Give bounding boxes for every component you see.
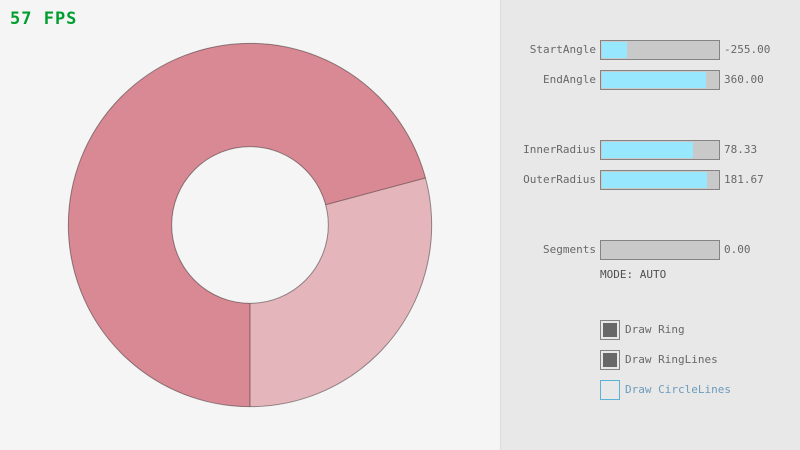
checkbox-row-draw-circle-lines: Draw CircleLines xyxy=(0,380,800,400)
slider-fill-inner-radius xyxy=(602,142,693,158)
slider-value-inner-radius: 78.33 xyxy=(724,143,758,156)
checkbox-draw-ring-lines[interactable] xyxy=(600,350,620,370)
ring-sector-single xyxy=(250,177,432,407)
slider-fill-end-angle xyxy=(602,72,707,88)
checkbox-label-draw-ring-lines: Draw RingLines xyxy=(625,353,718,366)
slider-row-segments: Segments 0.00 xyxy=(0,240,800,260)
slider-end-angle[interactable] xyxy=(600,70,720,90)
slider-start-angle[interactable] xyxy=(600,40,720,60)
checkbox-label-draw-ring: Draw Ring xyxy=(625,323,685,336)
slider-value-outer-radius: 181.67 xyxy=(724,173,764,186)
slider-row-inner-radius: InnerRadius 78.33 xyxy=(0,140,800,160)
slider-value-segments: 0.00 xyxy=(724,243,751,256)
slider-row-end-angle: EndAngle 360.00 xyxy=(0,70,800,90)
ring-outline-outer xyxy=(67,42,433,408)
checkbox-row-draw-ring-lines: Draw RingLines xyxy=(0,350,800,370)
ring-outline-inner xyxy=(171,146,329,304)
slider-value-start-angle: -255.00 xyxy=(724,43,771,56)
slider-fill-start-angle xyxy=(602,42,628,58)
checkbox-label-draw-circle-lines: Draw CircleLines xyxy=(625,383,731,396)
ring-line-start xyxy=(325,177,426,206)
checkmark-icon xyxy=(603,323,617,337)
slider-value-end-angle: 360.00 xyxy=(724,73,764,86)
slider-label-outer-radius: OuterRadius xyxy=(523,173,596,186)
slider-label-end-angle: EndAngle xyxy=(543,73,596,86)
checkbox-draw-ring[interactable] xyxy=(600,320,620,340)
fps-counter: 57 FPS xyxy=(10,9,78,29)
slider-row-start-angle: StartAngle -255.00 xyxy=(0,40,800,60)
checkbox-draw-circle-lines[interactable] xyxy=(600,380,620,400)
slider-segments[interactable] xyxy=(600,240,720,260)
mode-label: MODE: AUTO xyxy=(600,268,667,281)
checkbox-row-draw-ring: Draw Ring xyxy=(0,320,800,340)
slider-fill-outer-radius xyxy=(602,172,708,188)
slider-row-outer-radius: OuterRadius 181.67 xyxy=(0,170,800,190)
slider-label-inner-radius: InnerRadius xyxy=(523,143,596,156)
ring-chart xyxy=(67,42,433,408)
slider-label-start-angle: StartAngle xyxy=(529,43,596,56)
ring-sector-overlap xyxy=(68,43,426,407)
checkmark-icon xyxy=(603,353,617,367)
slider-inner-radius[interactable] xyxy=(600,140,720,160)
slider-outer-radius[interactable] xyxy=(600,170,720,190)
slider-label-segments: Segments xyxy=(543,243,596,256)
